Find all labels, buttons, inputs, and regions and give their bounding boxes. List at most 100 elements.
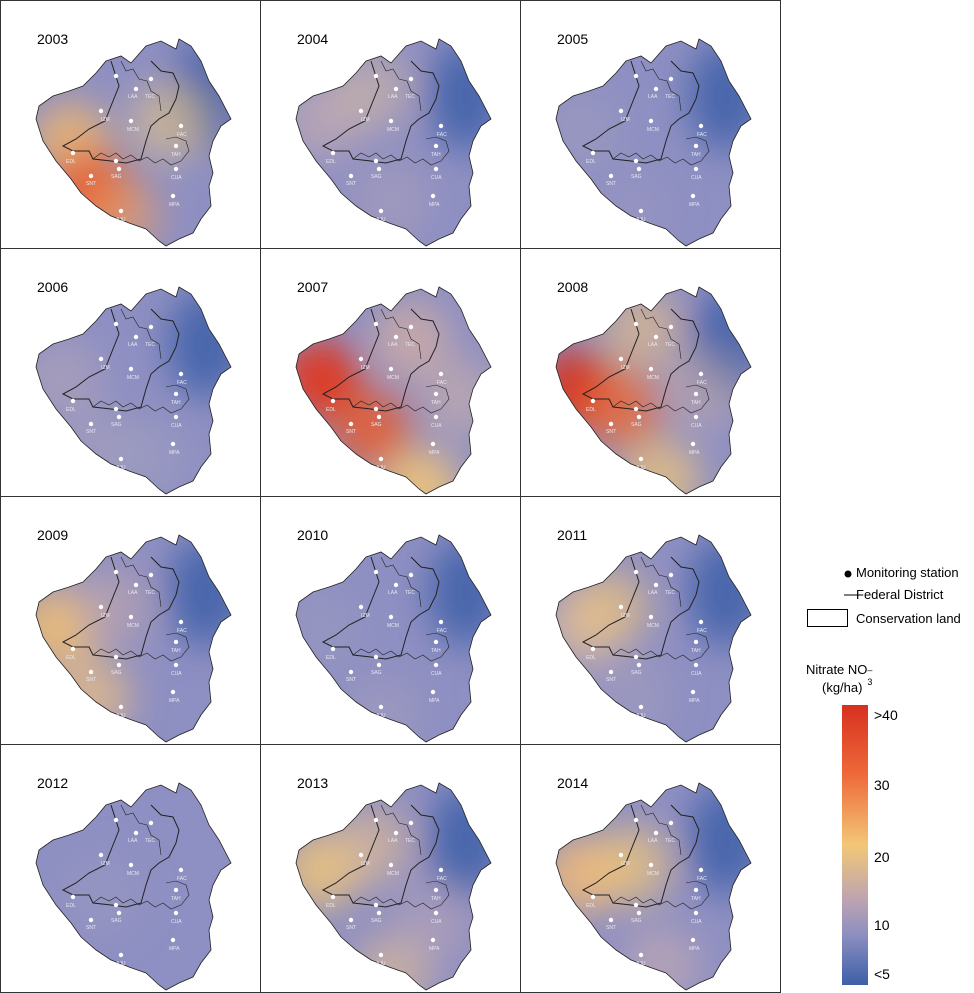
station-code-label: FAC bbox=[177, 876, 187, 882]
station-code-label: MPA bbox=[689, 450, 700, 456]
panel-year-label: 2008 bbox=[557, 279, 589, 295]
conservation-boundary bbox=[120, 804, 162, 856]
station-code-label: SAG bbox=[631, 918, 642, 924]
map-2003: LAA TEC IZM MCM FAC TAH EDL SAG CUA SNT MPA AJU bbox=[35, 38, 232, 247]
map-2014: LAA TEC IZM MCM FAC TAH EDL SAG CUA SNT MPA AJU bbox=[555, 782, 752, 991]
station-code-label: TEC bbox=[665, 838, 675, 844]
station-code-label: AJU bbox=[116, 961, 126, 967]
monitoring-station-icon bbox=[178, 123, 184, 129]
monitoring-station-icon bbox=[88, 173, 94, 179]
panel-year-label: 2013 bbox=[297, 775, 329, 791]
monitoring-station-icon bbox=[438, 619, 444, 625]
station-code-label: FAC bbox=[697, 628, 707, 634]
monitoring-station-icon bbox=[438, 371, 444, 377]
monitoring-station-icon bbox=[433, 414, 439, 420]
map-panel-grid: LAA TEC IZM MCM FAC TAH EDL SAG CUA SNT MPA AJU 2003… bbox=[0, 0, 781, 993]
station-code-label: IZM bbox=[101, 613, 110, 619]
monitoring-station-icon bbox=[393, 86, 399, 92]
monitoring-station-icon bbox=[378, 456, 384, 462]
monitoring-station-icon bbox=[590, 894, 596, 900]
station-code-label: TAH bbox=[171, 896, 181, 902]
monitoring-station-icon bbox=[128, 366, 134, 372]
monitoring-station-icon bbox=[133, 830, 139, 836]
monitoring-station-icon bbox=[690, 441, 696, 447]
monitoring-station-icon bbox=[608, 669, 614, 675]
station-code-label: CUA bbox=[431, 423, 442, 429]
monitoring-station-icon bbox=[173, 143, 179, 149]
station-code-label: CUA bbox=[171, 423, 182, 429]
monitoring-station-icon bbox=[178, 619, 184, 625]
colorbar-tick-max: >40 bbox=[874, 707, 898, 723]
monitoring-station-icon bbox=[348, 421, 354, 427]
monitoring-station-icon bbox=[178, 867, 184, 873]
monitoring-station-icon bbox=[633, 406, 639, 412]
basin-outline bbox=[555, 38, 752, 247]
station-code-label: AJU bbox=[376, 713, 386, 719]
federal-district-line bbox=[321, 556, 440, 660]
conservation-boundary bbox=[352, 632, 450, 662]
station-code-label: TAH bbox=[171, 648, 181, 654]
monitoring-station-icon bbox=[393, 830, 399, 836]
monitoring-station-icon bbox=[116, 910, 122, 916]
legend-symbols bbox=[844, 570, 860, 596]
station-code-label: MCM bbox=[387, 871, 399, 877]
monitoring-station-icon bbox=[113, 73, 119, 79]
station-code-label: TEC bbox=[405, 590, 415, 596]
colorbar-tick-10: 10 bbox=[874, 917, 890, 933]
monitoring-station-icon bbox=[113, 158, 119, 164]
monitoring-station-icon bbox=[373, 406, 379, 412]
colorbar-tick-min: <5 bbox=[874, 966, 890, 982]
station-code-label: SAG bbox=[371, 422, 382, 428]
monitoring-station-icon bbox=[178, 371, 184, 377]
federal-district-line bbox=[321, 60, 440, 164]
monitoring-station-icon bbox=[330, 150, 336, 156]
station-code-label: TEC bbox=[405, 838, 415, 844]
station-code-label: CUA bbox=[431, 175, 442, 181]
station-code-label: SNT bbox=[346, 925, 356, 931]
station-code-label: MPA bbox=[429, 946, 440, 952]
monitoring-station-icon bbox=[133, 582, 139, 588]
monitoring-station-icon bbox=[378, 208, 384, 214]
monitoring-station-icon bbox=[70, 646, 76, 652]
conservation-boundary bbox=[352, 136, 450, 166]
monitoring-station-icon bbox=[433, 662, 439, 668]
station-code-label: SAG bbox=[631, 174, 642, 180]
basin-outline bbox=[295, 782, 492, 991]
monitoring-station-icon bbox=[653, 830, 659, 836]
monitoring-station-icon bbox=[98, 604, 104, 610]
station-code-label: MPA bbox=[689, 202, 700, 208]
station-code-label: FAC bbox=[697, 876, 707, 882]
monitoring-station-icon bbox=[633, 654, 639, 660]
monitoring-station-icon bbox=[376, 662, 382, 668]
monitoring-station-icon bbox=[148, 324, 154, 330]
station-code-label: LAA bbox=[648, 342, 658, 348]
station-code-label: SAG bbox=[631, 670, 642, 676]
colorbar-tick-30: 30 bbox=[874, 777, 890, 793]
map-panel-2005: LAA TEC IZM MCM FAC TAH EDL SAG CUA SNT MPA AJU 2005 bbox=[520, 0, 781, 249]
station-code-label: CUA bbox=[431, 919, 442, 925]
conservation-boundary bbox=[352, 384, 450, 414]
monitoring-station-icon bbox=[358, 604, 364, 610]
monitoring-station-icon bbox=[376, 414, 382, 420]
monitoring-station-icon bbox=[118, 208, 124, 214]
station-code-label: MCM bbox=[387, 127, 399, 133]
monitoring-station-icon bbox=[170, 937, 176, 943]
map-panel-2009: LAA TEC IZM MCM FAC TAH EDL SAG CUA SNT MPA AJU 2009 bbox=[0, 496, 261, 745]
monitoring-station-icon bbox=[698, 619, 704, 625]
station-code-label: EDL bbox=[66, 159, 76, 165]
monitoring-station-icon bbox=[430, 441, 436, 447]
station-code-label: LAA bbox=[648, 94, 658, 100]
station-code-label: SNT bbox=[86, 429, 96, 435]
station-code-label: EDL bbox=[586, 903, 596, 909]
monitoring-station-icon bbox=[173, 662, 179, 668]
station-code-label: SNT bbox=[606, 677, 616, 683]
station-code-label: EDL bbox=[586, 655, 596, 661]
monitoring-station-icon bbox=[636, 662, 642, 668]
station-code-label: TEC bbox=[665, 94, 675, 100]
colorbar-title-sup: – bbox=[867, 665, 873, 675]
monitoring-station-icon bbox=[698, 867, 704, 873]
monitoring-station-icon bbox=[638, 704, 644, 710]
station-code-label: FAC bbox=[697, 132, 707, 138]
colorbar-title: Nitrate NO – 3 bbox=[806, 662, 875, 687]
monitoring-station-icon bbox=[113, 654, 119, 660]
